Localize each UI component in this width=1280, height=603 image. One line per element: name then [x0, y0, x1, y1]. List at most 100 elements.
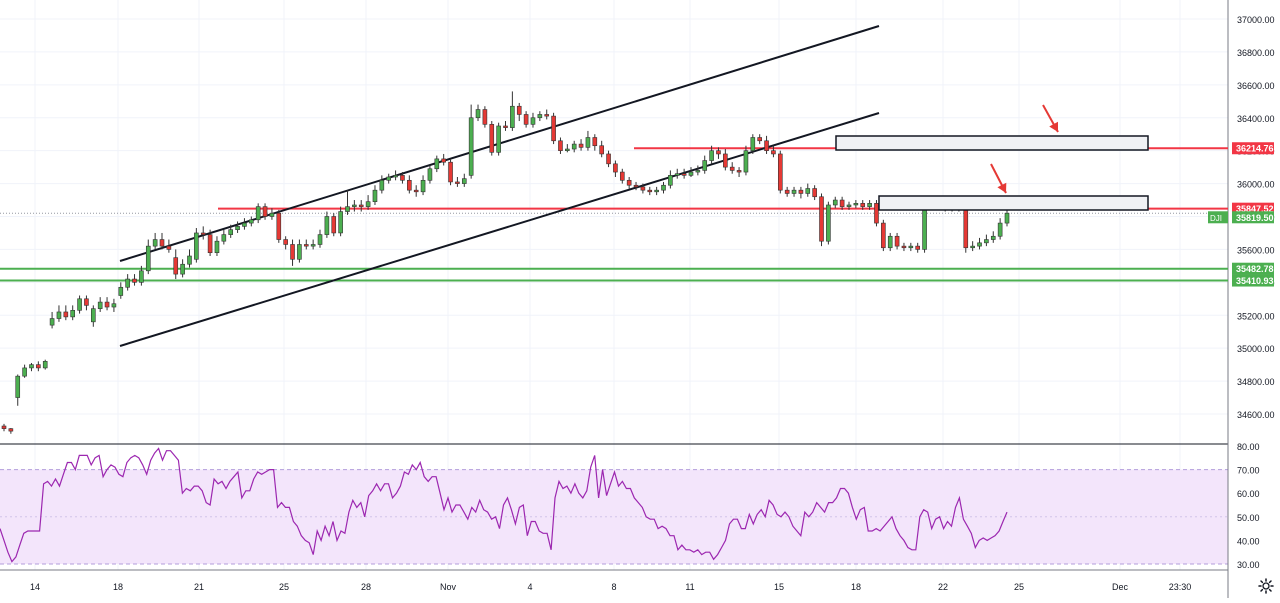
- candle: [798, 186, 804, 199]
- candle: [420, 175, 426, 196]
- symbol-tag-label: DJI: [1210, 214, 1222, 223]
- candle: [269, 208, 275, 220]
- candle: [812, 185, 817, 201]
- candle: [283, 236, 288, 250]
- candle-body: [544, 114, 550, 117]
- candle-body: [317, 234, 323, 245]
- candle: [805, 183, 811, 197]
- candle-body: [695, 170, 701, 173]
- candle: [702, 155, 708, 174]
- candle-body: [633, 184, 639, 188]
- candle: [709, 145, 714, 164]
- candle-body: [49, 318, 55, 326]
- gear-icon[interactable]: [1258, 578, 1274, 594]
- candle-body: [784, 189, 790, 194]
- candle-body: [91, 308, 96, 323]
- time-tick-label: 21: [194, 582, 204, 592]
- candle-body: [853, 203, 859, 206]
- candle: [977, 237, 982, 250]
- candle-body: [207, 234, 213, 254]
- candle: [200, 226, 206, 240]
- candle: [819, 193, 824, 247]
- candle: [413, 185, 419, 197]
- candle-body: [846, 204, 852, 207]
- candle: [661, 181, 666, 194]
- candle: [654, 186, 659, 196]
- candle: [565, 144, 570, 153]
- price-tick-label: 35000.00: [1237, 344, 1275, 354]
- candle: [386, 173, 392, 184]
- candle: [214, 236, 220, 256]
- candle-body: [468, 117, 474, 176]
- candle: [132, 274, 137, 286]
- candle-body: [530, 117, 536, 125]
- time-tick-label: Nov: [440, 582, 457, 592]
- candle: [475, 104, 481, 122]
- candle-body: [805, 188, 811, 194]
- candle-body: [516, 105, 522, 115]
- candle-body: [764, 140, 769, 151]
- candle: [324, 211, 330, 238]
- candle: [166, 239, 172, 253]
- candle-body: [1, 425, 7, 429]
- candle-body: [56, 311, 62, 319]
- candle: [558, 137, 563, 154]
- candle: [194, 228, 199, 263]
- candle: [56, 305, 62, 322]
- candle: [310, 239, 316, 250]
- candle: [867, 200, 872, 210]
- candle: [379, 175, 385, 194]
- candle-body: [352, 204, 357, 207]
- time-tick-label: 14: [30, 582, 40, 592]
- candle-body: [276, 212, 282, 240]
- price-level-tag: 35482.78: [1232, 262, 1274, 275]
- candle: [984, 234, 989, 247]
- candle-body: [736, 170, 742, 173]
- candle: [15, 374, 21, 406]
- candle-body: [702, 160, 708, 171]
- candle-body: [571, 143, 577, 150]
- candle: [427, 165, 433, 184]
- candle-body: [668, 175, 673, 186]
- candle-body: [228, 229, 234, 235]
- candle: [606, 150, 611, 168]
- candle-body: [22, 367, 27, 377]
- candle-body: [709, 150, 714, 161]
- candle-body: [407, 179, 412, 191]
- candle-body: [832, 199, 838, 206]
- candle-body: [977, 242, 982, 247]
- time-tick-label: 25: [1014, 582, 1024, 592]
- candle-body: [791, 189, 797, 194]
- candle: [537, 111, 543, 122]
- candle-body: [798, 189, 804, 194]
- time-tick-label: 8: [611, 582, 616, 592]
- candle-body: [97, 301, 103, 309]
- candle: [173, 249, 179, 280]
- candle-body: [455, 181, 460, 184]
- candle: [729, 162, 735, 174]
- time-tick-label: 25: [279, 582, 289, 592]
- candle-body: [826, 204, 831, 242]
- candle: [592, 134, 598, 151]
- candle-body: [187, 255, 192, 265]
- candle: [407, 175, 412, 194]
- candle-body: [723, 153, 728, 168]
- candle: [764, 135, 769, 154]
- candle-body: [482, 109, 488, 125]
- candle-body: [249, 219, 254, 224]
- candle-body: [42, 361, 48, 369]
- candle: [345, 190, 350, 215]
- candle-body: [537, 114, 543, 119]
- candle: [901, 242, 907, 252]
- price-level-tag-label: 35482.78: [1236, 264, 1274, 274]
- candle-body: [358, 204, 364, 207]
- candle-body: [613, 163, 618, 173]
- candle-body: [221, 234, 227, 242]
- candle: [297, 239, 302, 263]
- candle-body: [874, 203, 879, 224]
- candle: [365, 195, 371, 210]
- candle-body: [166, 245, 172, 250]
- candle: [757, 134, 762, 145]
